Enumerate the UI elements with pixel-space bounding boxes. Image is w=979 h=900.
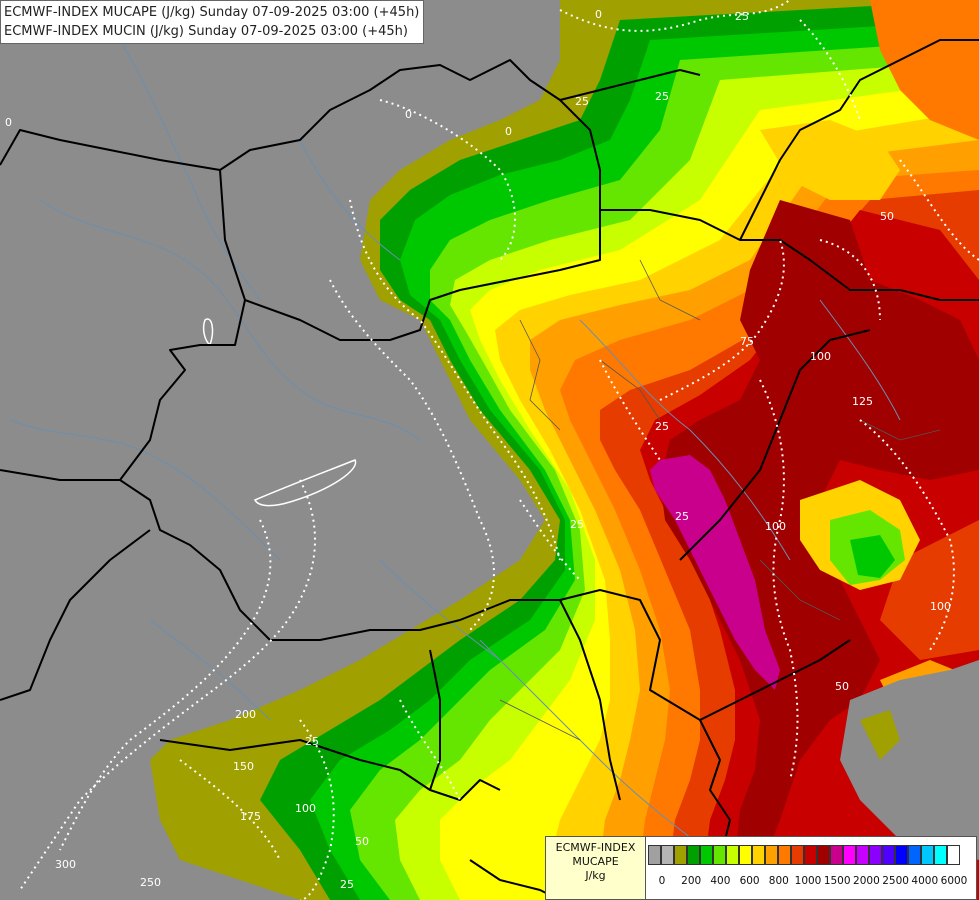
- legend-model: ECMWF-INDEX: [555, 841, 636, 854]
- legend-tick-label: 0: [658, 875, 666, 887]
- cin-label: 250: [140, 876, 161, 889]
- legend-tick-label: 1000: [794, 875, 822, 887]
- legend-swatch: [752, 845, 765, 865]
- cin-label: 50: [880, 210, 894, 223]
- legend-tick-label: 400: [710, 875, 731, 887]
- legend-swatch: [648, 845, 661, 865]
- legend-tick-label: 200: [681, 875, 702, 887]
- legend-tick-label: 4000: [911, 875, 939, 887]
- legend-swatch: [739, 845, 752, 865]
- cin-label: 200: [235, 708, 256, 721]
- legend-ticks: 0 200 400 600 800 1000 1500 2000 2500 4000 6000: [648, 875, 978, 891]
- legend-swatch: [856, 845, 869, 865]
- legend-swatch: [921, 845, 934, 865]
- legend-swatch: [713, 845, 726, 865]
- cin-label: 0: [595, 8, 602, 21]
- legend-swatch: [882, 845, 895, 865]
- legend-swatch: [830, 845, 843, 865]
- cin-label: 25: [340, 878, 354, 891]
- cin-label: 0: [5, 116, 12, 129]
- legend-swatch: [895, 845, 908, 865]
- legend-param: MUCAPE: [572, 855, 619, 868]
- cin-label: 50: [835, 680, 849, 693]
- cin-label: 150: [233, 760, 254, 773]
- cin-label: 100: [295, 802, 316, 815]
- cin-label: 0: [405, 108, 412, 121]
- cin-label: 300: [55, 858, 76, 871]
- cin-contours: [19, 0, 979, 900]
- legend-swatch: [934, 845, 947, 865]
- legend-tick-label: 1500: [823, 875, 851, 887]
- legend-swatch: [687, 845, 700, 865]
- cin-label: 100: [810, 350, 831, 363]
- cape-fill: [150, 0, 979, 900]
- legend-swatch: [869, 845, 882, 865]
- cin-label: 25: [570, 518, 584, 531]
- cin-label: 25: [305, 735, 319, 748]
- legend-tick-label: 600: [739, 875, 760, 887]
- legend-caption: ECMWF-INDEX MUCAPE J/kg: [546, 837, 646, 899]
- legend-tick-label: 800: [768, 875, 789, 887]
- color-legend: ECMWF-INDEX MUCAPE J/kg 0 200 400 600 800 100…: [545, 836, 977, 900]
- legend-swatch: [765, 845, 778, 865]
- legend-swatch: [661, 845, 674, 865]
- legend-swatch: [700, 845, 713, 865]
- region-borders: [499, 259, 941, 741]
- cin-label: 25: [675, 510, 689, 523]
- cin-label: 75: [740, 335, 754, 348]
- legend-swatch: [804, 845, 817, 865]
- legend-tick-label: 2000: [853, 875, 880, 887]
- cin-label: 100: [765, 520, 786, 533]
- cin-label: 25: [655, 90, 669, 103]
- cin-label: 100: [930, 600, 951, 613]
- country-borders: [0, 39, 979, 900]
- title-mucin: ECMWF-INDEX MUCIN (J/kg) Sunday 07-09-20…: [4, 24, 408, 39]
- legend-swatch: [817, 845, 830, 865]
- cin-label: 0: [505, 125, 512, 138]
- legend-swatch: [778, 845, 791, 865]
- legend-tick-label: 6000: [940, 875, 968, 887]
- cin-label: 50: [355, 835, 369, 848]
- cin-labels: 0 25 0 25 0 25 75 100 125 50 25 100 25 1…: [5, 8, 951, 891]
- title-mucape: ECMWF-INDEX MUCAPE (J/kg) Sunday 07-09-2…: [4, 5, 420, 20]
- cin-label: 25: [575, 95, 589, 108]
- legend-swatch: [674, 845, 687, 865]
- cin-label: 175: [240, 810, 261, 823]
- cin-label: 125: [852, 395, 873, 408]
- legend-swatch: [843, 845, 856, 865]
- cin-label: 25: [655, 420, 669, 433]
- legend-swatch: [726, 845, 739, 865]
- legend-tick-label: 2500: [882, 875, 909, 887]
- rivers: [9, 39, 901, 861]
- legend-swatch: [791, 845, 804, 865]
- legend-unit: J/kg: [585, 869, 606, 882]
- title-box: ECMWF-INDEX MUCAPE (J/kg) Sunday 07-09-2…: [0, 0, 425, 44]
- legend-swatch: [947, 845, 960, 865]
- cin-label: 25: [735, 10, 749, 23]
- legend-swatch: [908, 845, 921, 865]
- legend-swatches: [648, 845, 960, 865]
